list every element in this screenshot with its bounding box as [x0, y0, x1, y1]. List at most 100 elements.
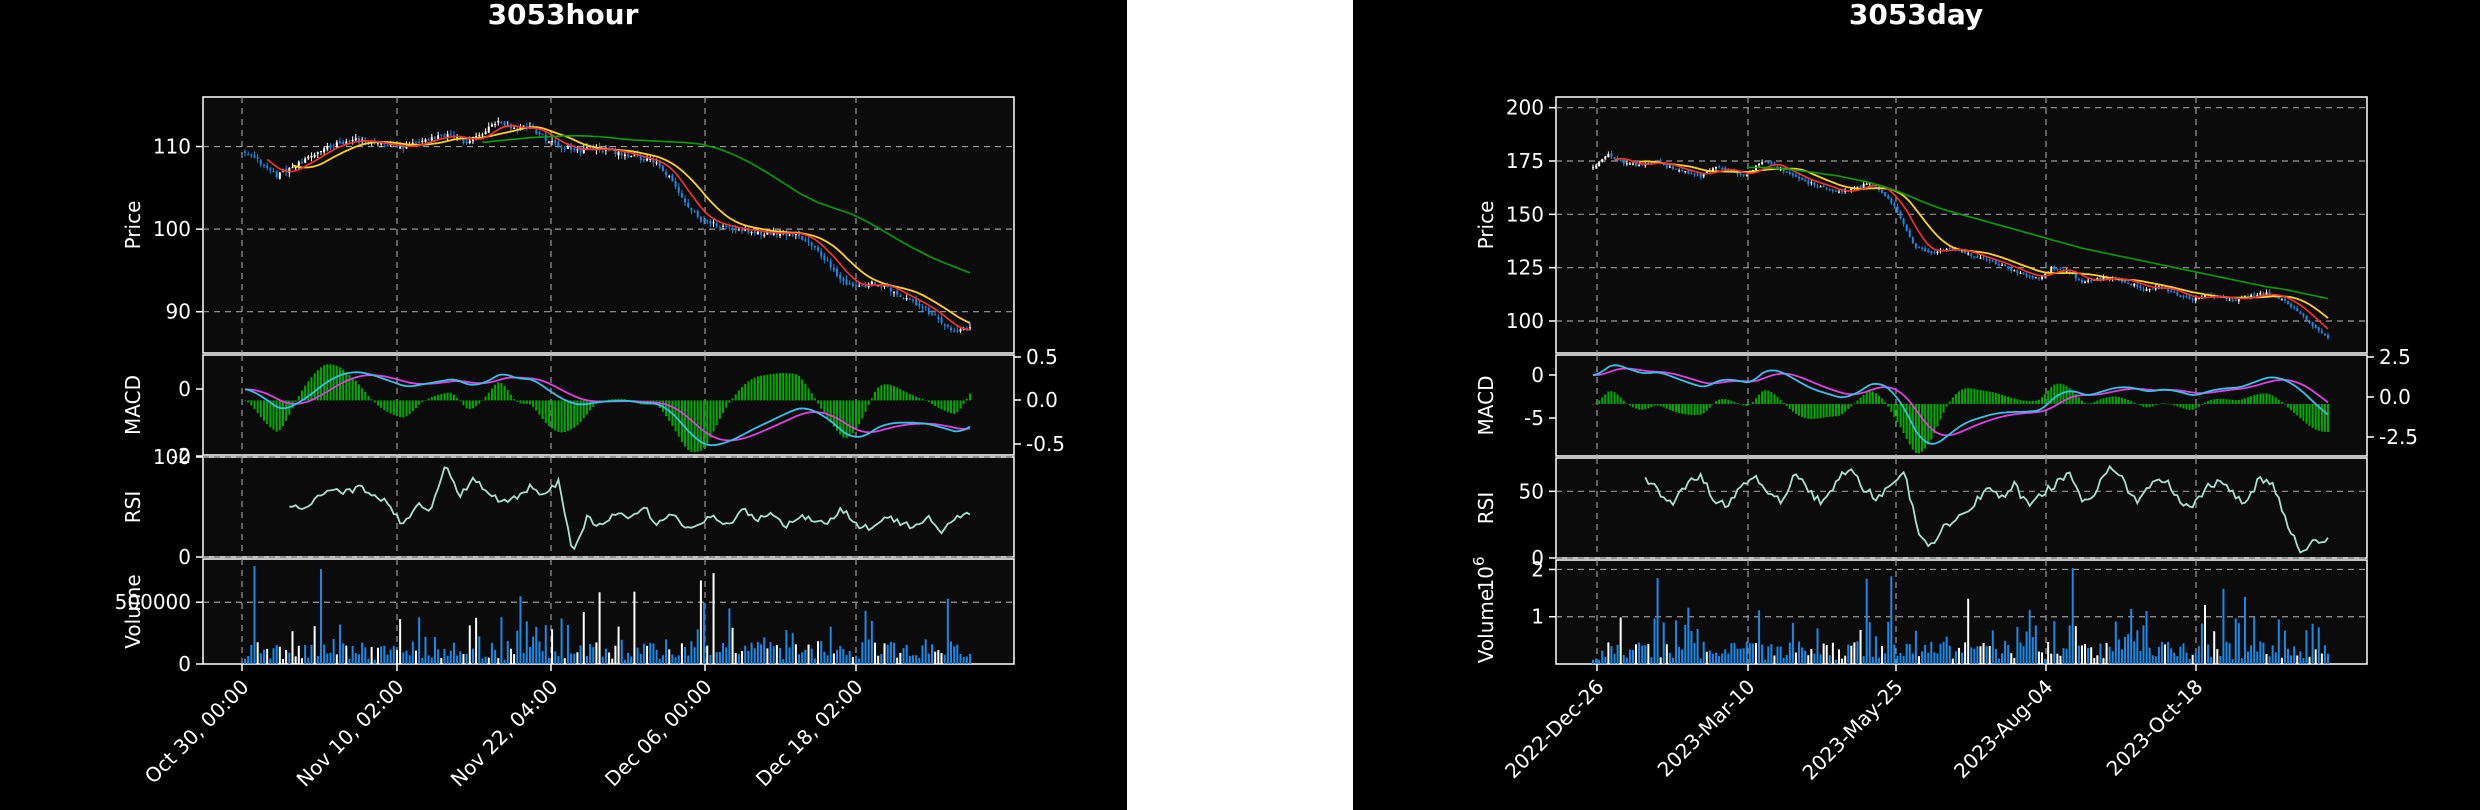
candle-body — [1979, 257, 1982, 259]
candle-body — [690, 208, 693, 211]
volume-bar — [2145, 611, 2148, 664]
volume-bar — [291, 631, 294, 664]
candle-body — [1770, 162, 1773, 165]
macd-histogram-bar — [2265, 393, 2268, 404]
candle-body — [709, 220, 712, 224]
macd-histogram-bar — [1816, 403, 1819, 419]
macd-histogram-bar — [2105, 397, 2108, 404]
daily-chart-svg: 3053day 200175150125100Price0-52.50.0-2.… — [1470, 0, 2418, 785]
macd-histogram-bar — [750, 379, 753, 401]
candle-body — [1930, 251, 1933, 253]
candle-body — [1779, 169, 1782, 171]
candle-body — [1641, 164, 1644, 166]
candle-body — [449, 134, 452, 136]
candle-body — [266, 165, 269, 168]
candle-body — [354, 137, 357, 140]
candle-body — [1687, 170, 1690, 174]
candle-body — [2114, 276, 2117, 279]
candle-body — [272, 171, 275, 173]
volume-bar — [1847, 644, 1850, 664]
volume-bar — [513, 654, 516, 664]
macd-histogram-bar — [918, 397, 921, 401]
volume-bar — [262, 649, 265, 664]
volume-bar — [310, 644, 313, 664]
macd-histogram-bar — [1967, 388, 1970, 404]
volume-bar — [2320, 653, 2323, 664]
macd-histogram-bar — [247, 400, 250, 403]
candle-body — [813, 245, 816, 248]
volume-bar — [592, 647, 595, 664]
candle-body — [2262, 293, 2265, 295]
volume-bar — [1945, 636, 1948, 664]
macd-histogram-bar — [2200, 403, 2203, 405]
volume-bar — [357, 654, 360, 664]
candle-body — [443, 135, 446, 138]
macd-histogram-bar — [370, 399, 373, 401]
volume-bar — [741, 651, 744, 664]
volume-bar — [1671, 657, 1674, 664]
macd-histogram-bar — [329, 364, 332, 401]
volume-bar — [709, 654, 712, 664]
volume-bar — [1951, 658, 1954, 664]
macd-histogram-bar — [718, 400, 721, 419]
macd-histogram-bar — [1884, 402, 1887, 404]
x-tick-label: 2023-Aug-04 — [1949, 675, 2057, 783]
macd-histogram-bar — [779, 373, 782, 401]
candle-body — [1794, 174, 1797, 177]
volume-bar — [2136, 630, 2139, 664]
volume-bar — [2219, 655, 2222, 664]
macd-histogram-bar — [2124, 398, 2127, 404]
candle-body — [1788, 171, 1791, 175]
volume-bar — [823, 651, 826, 664]
macd-histogram-bar — [617, 398, 620, 401]
volume-bar — [706, 645, 709, 664]
candle-body — [1791, 173, 1794, 176]
macd-histogram-bar — [908, 393, 911, 401]
volume-bar — [1801, 647, 1804, 664]
macd-histogram-bar — [1788, 403, 1791, 410]
volume-bar — [2311, 623, 2314, 664]
volume-bar — [585, 655, 588, 664]
volume-bar — [1647, 644, 1650, 664]
candle-body — [2296, 308, 2299, 312]
hourly-chart-figure: 3053hour 110 100 90 Price 0 -2 0.5 0.0 -0.5 MACD 1… — [0, 0, 1127, 810]
ma-fast-line — [266, 124, 971, 331]
macd-histogram-bar — [870, 398, 873, 401]
macd-histogram-bar — [1794, 403, 1797, 414]
macd-histogram-bar — [725, 400, 728, 408]
candle-body — [1619, 160, 1622, 162]
candle-body — [848, 283, 851, 285]
volume-bar — [864, 610, 867, 664]
candle-body — [259, 159, 262, 165]
macd-histogram-bar — [1773, 394, 1776, 404]
candle-body — [1985, 258, 1988, 260]
volume-bar — [1696, 628, 1699, 664]
macd-histogram-bar — [715, 400, 718, 426]
candle-body — [1896, 206, 1899, 213]
macd-histogram-bar — [2084, 402, 2087, 404]
macd-histogram-bar — [744, 383, 747, 401]
volume-bar — [636, 647, 639, 664]
macd-histogram-bar — [753, 377, 756, 401]
volume-bar — [1739, 648, 1742, 664]
candle-body — [547, 141, 550, 143]
volume-bar — [1718, 656, 1721, 664]
macd-histogram-bar — [1997, 393, 2000, 404]
macd-histogram-bar — [522, 400, 525, 404]
volume-bar — [1914, 630, 1917, 664]
volume-bar — [1844, 655, 1847, 664]
volume-bar — [931, 644, 934, 664]
macd-histogram-bar — [437, 394, 440, 401]
candle-body — [706, 220, 709, 222]
macd-histogram-bar — [731, 398, 734, 401]
macd-histogram-bar — [259, 400, 262, 418]
macd-histogram-bar — [712, 400, 715, 432]
macd-histogram-bar — [1758, 394, 1761, 404]
macd-histogram-bar — [532, 400, 535, 407]
macd-histogram-bar — [2188, 403, 2191, 411]
candle-body — [1868, 182, 1871, 185]
volume-bar — [2087, 647, 2090, 664]
volume-bar — [2188, 658, 2191, 664]
candle-body — [1696, 174, 1699, 176]
candle-body — [1816, 185, 1819, 187]
